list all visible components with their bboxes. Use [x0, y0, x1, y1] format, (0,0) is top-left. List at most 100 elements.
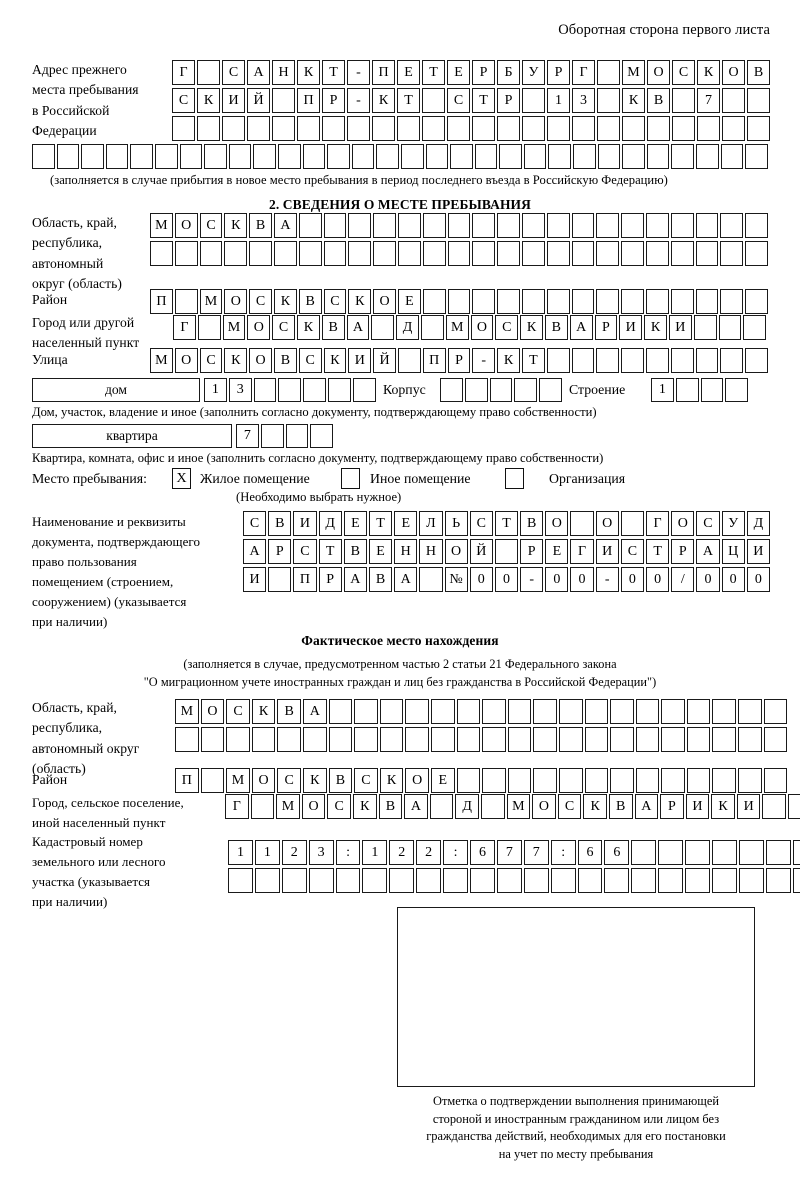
comb-cell[interactable] — [604, 868, 630, 893]
comb-cell[interactable] — [696, 144, 719, 169]
comb-cell[interactable] — [482, 699, 506, 724]
comb-cell[interactable]: М — [222, 315, 246, 340]
comb-cell[interactable]: Л — [419, 511, 443, 536]
comb-cell[interactable] — [745, 213, 768, 238]
comb-cell[interactable] — [685, 840, 711, 865]
comb-cell[interactable]: 7 — [697, 88, 720, 113]
comb-cell[interactable]: Т — [646, 539, 670, 564]
comb-cell[interactable]: Р — [472, 60, 495, 85]
comb-cell[interactable]: С — [272, 315, 295, 340]
comb-cell[interactable]: С — [249, 289, 272, 314]
comb-cell[interactable] — [348, 213, 372, 238]
comb-cell[interactable]: О — [200, 699, 225, 724]
comb-cell[interactable]: - — [595, 567, 619, 592]
comb-cell[interactable] — [443, 868, 469, 893]
comb-cell[interactable] — [514, 378, 538, 402]
comb-cell[interactable] — [376, 144, 399, 169]
comb-cell[interactable] — [464, 378, 488, 402]
comb-cell[interactable]: В — [273, 348, 297, 373]
comb-cell[interactable]: К — [622, 88, 645, 113]
comb-cell[interactable] — [327, 378, 351, 402]
comb-cell[interactable] — [548, 144, 572, 169]
comb-cell[interactable] — [416, 868, 442, 893]
comb-cell[interactable] — [700, 378, 724, 402]
comb-cell[interactable] — [379, 727, 404, 752]
comb-cell[interactable] — [281, 868, 307, 893]
comb-cell[interactable] — [645, 241, 669, 266]
comb-cell[interactable] — [397, 348, 421, 373]
comb-cell[interactable]: В — [268, 511, 292, 536]
comb-cell[interactable] — [440, 378, 463, 402]
comb-cell[interactable]: : — [550, 840, 576, 865]
comb-cell[interactable] — [420, 315, 444, 340]
comb-cell[interactable]: О — [224, 289, 248, 314]
comb-cell[interactable]: О — [722, 60, 745, 85]
comb-cell[interactable]: В — [298, 289, 322, 314]
comb-cell[interactable] — [496, 868, 522, 893]
comb-cell[interactable]: К — [273, 289, 297, 314]
comb-cell[interactable] — [738, 699, 762, 724]
comb-cell[interactable] — [447, 241, 471, 266]
comb-cell[interactable] — [745, 144, 768, 169]
comb-cell[interactable]: О — [595, 511, 619, 536]
comb-cell[interactable] — [482, 768, 506, 793]
comb-cell[interactable]: А — [394, 567, 418, 592]
comb-cell[interactable]: Д — [396, 315, 419, 340]
comb-cell[interactable]: С — [495, 315, 519, 340]
comb-cell[interactable]: Д — [318, 511, 342, 536]
comb-cell[interactable]: - — [520, 567, 544, 592]
comb-cell[interactable] — [725, 378, 749, 402]
comb-cell[interactable] — [763, 699, 788, 724]
comb-cell[interactable] — [405, 699, 429, 724]
comb-cell[interactable] — [763, 727, 788, 752]
comb-cell[interactable]: / — [671, 567, 695, 592]
comb-cell[interactable]: 6 — [604, 840, 630, 865]
comb-cell[interactable] — [419, 567, 443, 592]
comb-cell[interactable]: С — [469, 511, 493, 536]
comb-cell[interactable]: В — [544, 315, 568, 340]
comb-cell[interactable] — [254, 868, 280, 893]
comb-cell[interactable]: Р — [547, 60, 570, 85]
comb-cell[interactable]: : — [443, 840, 469, 865]
comb-cell[interactable] — [507, 727, 532, 752]
prev-address-comb-row-4[interactable] — [32, 144, 768, 169]
comb-cell[interactable] — [249, 241, 272, 266]
comb-cell[interactable] — [712, 840, 737, 865]
comb-cell[interactable] — [622, 144, 645, 169]
comb-cell[interactable] — [738, 727, 762, 752]
comb-cell[interactable] — [302, 144, 326, 169]
checkbox-residential[interactable]: X — [172, 468, 191, 489]
comb-cell[interactable]: 3 — [228, 378, 252, 402]
comb-cell[interactable] — [472, 213, 496, 238]
comb-cell[interactable] — [371, 315, 395, 340]
comb-cell[interactable]: Г — [173, 315, 196, 340]
comb-cell[interactable] — [372, 116, 395, 141]
comb-cell[interactable]: 2 — [389, 840, 415, 865]
comb-cell[interactable]: А — [634, 794, 659, 819]
comb-cell[interactable] — [550, 868, 576, 893]
comb-cell[interactable] — [497, 241, 520, 266]
comb-cell[interactable] — [405, 727, 429, 752]
comb-cell[interactable] — [278, 378, 302, 402]
comb-cell[interactable] — [577, 868, 603, 893]
comb-cell[interactable] — [765, 868, 791, 893]
comb-cell[interactable]: И — [243, 567, 267, 592]
comb-cell[interactable]: 7 — [523, 840, 549, 865]
comb-cell[interactable]: Р — [322, 88, 345, 113]
comb-cell[interactable]: В — [747, 60, 770, 85]
comb-cell[interactable]: Р — [268, 539, 292, 564]
comb-cell[interactable]: В — [328, 768, 353, 793]
comb-cell[interactable] — [720, 289, 744, 314]
comb-cell[interactable] — [631, 868, 657, 893]
comb-cell[interactable] — [422, 289, 446, 314]
comb-cell[interactable]: Г — [225, 794, 249, 819]
comb-cell[interactable] — [470, 868, 495, 893]
comb-cell[interactable]: 0 — [545, 567, 569, 592]
comb-cell[interactable] — [456, 699, 481, 724]
comb-cell[interactable] — [645, 289, 669, 314]
comb-cell[interactable] — [720, 144, 744, 169]
comb-cell[interactable]: М — [445, 315, 469, 340]
